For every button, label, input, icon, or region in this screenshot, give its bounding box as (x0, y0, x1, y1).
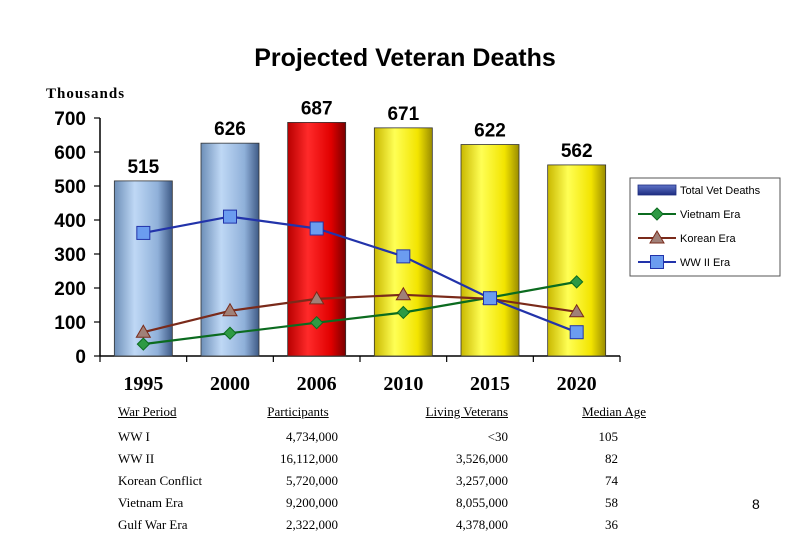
bar-data-label: 622 (474, 121, 506, 142)
cell-war-period: WW II (118, 451, 155, 466)
point-ww-ii-era-1995 (136, 225, 151, 240)
table-row: Gulf War Era 2,322,000 4,378,000 36 (112, 514, 646, 536)
line-ww-ii-era (143, 215, 578, 334)
cell-war-period: WW I (118, 429, 150, 444)
y-tick-label: 400 (54, 211, 86, 232)
legend-marker-korean-era (649, 230, 665, 244)
point-korean-era-2000 (222, 302, 238, 317)
legend-label-vietnam-era: Vietnam Era (680, 209, 741, 221)
x-tick-label: 2006 (297, 373, 337, 395)
legend-label-total-vet-deaths: Total Vet Deaths (680, 185, 761, 197)
y-tick-label: 300 (54, 245, 86, 266)
cell-participants: 2,322,000 (286, 517, 338, 532)
point-korean-era-1995 (135, 324, 152, 338)
bar-data-label: 671 (387, 104, 419, 125)
bar-total-vet-deaths-2000 (200, 142, 260, 357)
point-ww-ii-era-2010 (396, 249, 411, 264)
point-korean-era-2020 (568, 303, 585, 318)
cell-war-period: Vietnam Era (118, 495, 184, 510)
war-period-table: War Period Participants Living Veterans … (112, 402, 646, 536)
y-tick-label: 600 (54, 143, 86, 164)
point-vietnam-era-2000 (223, 326, 237, 340)
table-row: WW I 4,734,000 <30 105 (112, 426, 646, 448)
page-number: 8 (752, 496, 760, 512)
cell-living-veterans: 4,378,000 (456, 517, 508, 532)
bar-data-label: 687 (301, 98, 333, 119)
cell-living-veterans: 3,526,000 (456, 451, 508, 466)
line-vietnam-era (143, 280, 577, 346)
cell-participants: 16,112,000 (279, 451, 338, 466)
header-participants: Participants (267, 404, 329, 419)
cell-war-period: Korean Conflict (118, 473, 203, 488)
header-median-age: Median Age (582, 404, 646, 419)
y-tick-label: 0 (75, 347, 86, 368)
legend-swatch-total-vet-deaths (637, 184, 677, 196)
y-axis-units-label: Thousands (46, 86, 126, 102)
cell-median-age: 58 (605, 495, 618, 510)
bar-data-label: 562 (561, 141, 593, 162)
point-vietnam-era-2010 (396, 305, 411, 320)
cell-median-age: 74 (605, 473, 618, 488)
y-tick-label: 500 (54, 177, 86, 198)
cell-participants: 9,200,000 (286, 495, 338, 510)
x-tick-label: 2010 (383, 373, 423, 395)
table-header-row: War Period Participants Living Veterans … (112, 402, 646, 426)
header-living-veterans: Living Veterans (425, 404, 508, 419)
bar-data-label: 515 (127, 157, 159, 178)
cell-war-period: Gulf War Era (118, 517, 188, 532)
y-tick-label: 100 (54, 313, 86, 334)
point-ww-ii-era-2006 (309, 221, 324, 236)
table-row: Korean Conflict 5,720,000 3,257,000 74 (112, 470, 646, 492)
point-ww-ii-era-2020 (569, 325, 584, 340)
point-korean-era-2006 (308, 290, 325, 305)
point-ww-ii-era-2015 (483, 291, 497, 306)
legend-label-korean-era: Korean Era (680, 233, 737, 245)
cell-living-veterans: 8,055,000 (456, 495, 508, 510)
chart-title: Projected Veteran Deaths (254, 44, 556, 72)
cell-participants: 4,734,000 (286, 429, 338, 444)
y-tick-label: 700 (54, 109, 86, 130)
line-korean-era (143, 293, 577, 334)
legend-marker-ww-ii-era (650, 255, 664, 269)
bar-total-vet-deaths-2015 (460, 144, 520, 357)
y-tick-label: 200 (54, 279, 86, 300)
cell-living-veterans: 3,257,000 (456, 473, 508, 488)
bar-total-vet-deaths-2006 (287, 122, 347, 357)
cell-median-age: 105 (598, 429, 619, 444)
x-tick-label: 2000 (210, 373, 250, 395)
bar-data-label: 626 (214, 119, 246, 140)
point-ww-ii-era-2000 (223, 209, 237, 224)
legend-marker-vietnam-era (650, 207, 664, 221)
legend-label-ww-ii-era: WW II Era (680, 257, 731, 269)
cell-median-age: 36 (605, 517, 618, 532)
cell-median-age: 82 (605, 451, 618, 466)
cell-living-veterans: <30 (487, 429, 508, 444)
point-vietnam-era-2006 (309, 315, 324, 330)
point-korean-era-2010 (395, 286, 412, 301)
point-vietnam-era-1995 (136, 337, 151, 351)
table-row: WW II 16,112,000 3,526,000 82 (112, 448, 646, 470)
cell-participants: 5,720,000 (286, 473, 338, 488)
x-tick-label: 2020 (557, 373, 597, 395)
x-tick-label: 1995 (123, 373, 163, 395)
veteran-deaths-chart: 0 100 200 300 400 500 600 700 1995 2000 2006 2010 20… (54, 98, 781, 395)
bar-total-vet-deaths-2010 (373, 127, 433, 357)
x-tick-label: 2015 (470, 373, 510, 395)
header-war-period: War Period (118, 404, 177, 419)
table-row: Vietnam Era 9,200,000 8,055,000 58 (112, 492, 646, 514)
point-vietnam-era-2020 (569, 275, 584, 289)
